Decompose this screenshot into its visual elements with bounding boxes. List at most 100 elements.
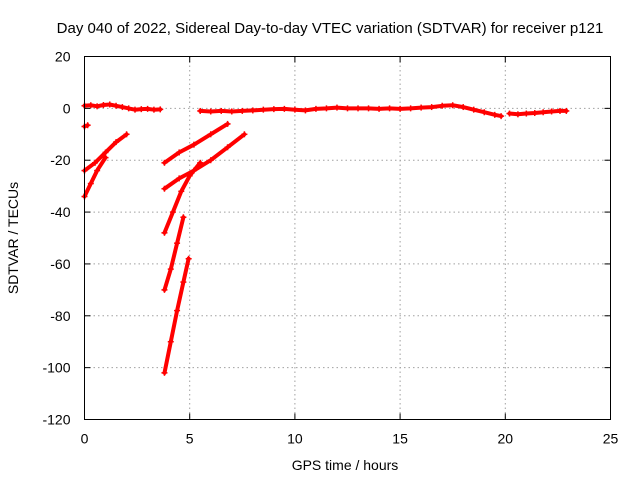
data-point [207,131,214,138]
data-point [178,188,185,195]
data-point [531,110,538,117]
data-point [344,105,351,112]
data-point [161,286,168,293]
data-point [113,139,120,146]
series-near-zero-2 [198,103,504,119]
data-point [323,105,330,112]
chart-title: Day 040 of 2022, Sidereal Day-to-day VTE… [57,20,604,37]
data-point [167,338,174,345]
data-point [161,185,168,192]
data-point [131,106,138,113]
data-point [260,106,267,113]
data-point [491,111,498,118]
data-point [94,103,101,110]
data-point [270,106,277,113]
data-point [460,104,467,111]
data-point [407,105,414,112]
data-point [302,107,309,114]
data-point [563,107,570,114]
data-point [397,105,404,112]
data-point [119,104,126,111]
data-point [386,105,393,112]
y-tick-label: -40 [50,204,70,220]
data-point [144,105,151,112]
data-point [102,149,109,156]
data-point [239,107,246,114]
data-point [207,157,214,164]
data-point [197,159,204,166]
data-point [174,240,181,247]
data-point [291,106,298,113]
y-tick-label: 0 [63,100,71,116]
y-tick-label: -60 [50,256,70,272]
data-point [106,101,113,108]
data-point [506,110,513,117]
y-tick-label: -100 [42,360,70,376]
data-point [514,111,521,118]
data-point [92,159,99,166]
x-tick-label: 0 [81,431,89,447]
data-point [180,279,187,286]
axes: 0 5 10 15 20 25 20 0 -20 -40 -60 -80 -100 -120 [42,49,618,447]
grid [84,56,611,420]
data-point [84,122,91,129]
data-point [481,109,488,116]
data-point [190,141,197,148]
data-point [169,209,176,216]
data-point [523,110,530,117]
data-point [100,101,107,108]
data-point [355,105,362,112]
data-point [176,149,183,156]
data-point [228,108,235,115]
data-point [197,107,204,114]
data-point [102,154,109,161]
data-point [498,113,505,120]
y-axis-label: SDTVAR / TECUs [5,182,21,294]
data-point [218,107,225,114]
plot-frame [84,56,611,420]
data-point [161,229,168,236]
y-tick-label: 20 [55,49,71,65]
data-point [418,104,425,111]
series-arc-b [82,155,108,199]
data-point [207,108,214,115]
data-point [557,107,564,114]
x-tick-label: 5 [186,431,194,447]
data-point [150,106,157,113]
data-point [365,105,372,112]
x-tick-label: 10 [287,431,303,447]
y-tick-label: -120 [42,412,70,428]
y-tick-label: -20 [50,152,70,168]
y-tick-label: -80 [50,308,70,324]
data-point [281,105,288,112]
data-point [176,175,183,182]
data-point [185,255,192,262]
data-series [81,101,570,376]
data-point [241,131,248,138]
data-point [161,159,168,166]
data-point [161,369,168,376]
data-point [439,102,446,109]
data-point [180,214,187,221]
data-point [113,102,120,109]
data-point [428,104,435,111]
data-point [167,266,174,273]
data-point [470,106,477,113]
x-tick-label: 25 [603,431,619,447]
data-point [376,105,383,112]
data-point [125,105,132,112]
data-point [87,102,94,109]
data-point [449,102,456,109]
x-tick-label: 15 [392,431,408,447]
series-arc-d [162,132,247,191]
data-point [123,131,130,138]
data-point [548,108,555,115]
data-point [312,105,319,112]
data-point [87,180,94,187]
data-point [540,109,547,116]
data-point [186,172,193,179]
data-point [333,104,340,111]
data-point [157,106,164,113]
data-point [249,107,256,114]
